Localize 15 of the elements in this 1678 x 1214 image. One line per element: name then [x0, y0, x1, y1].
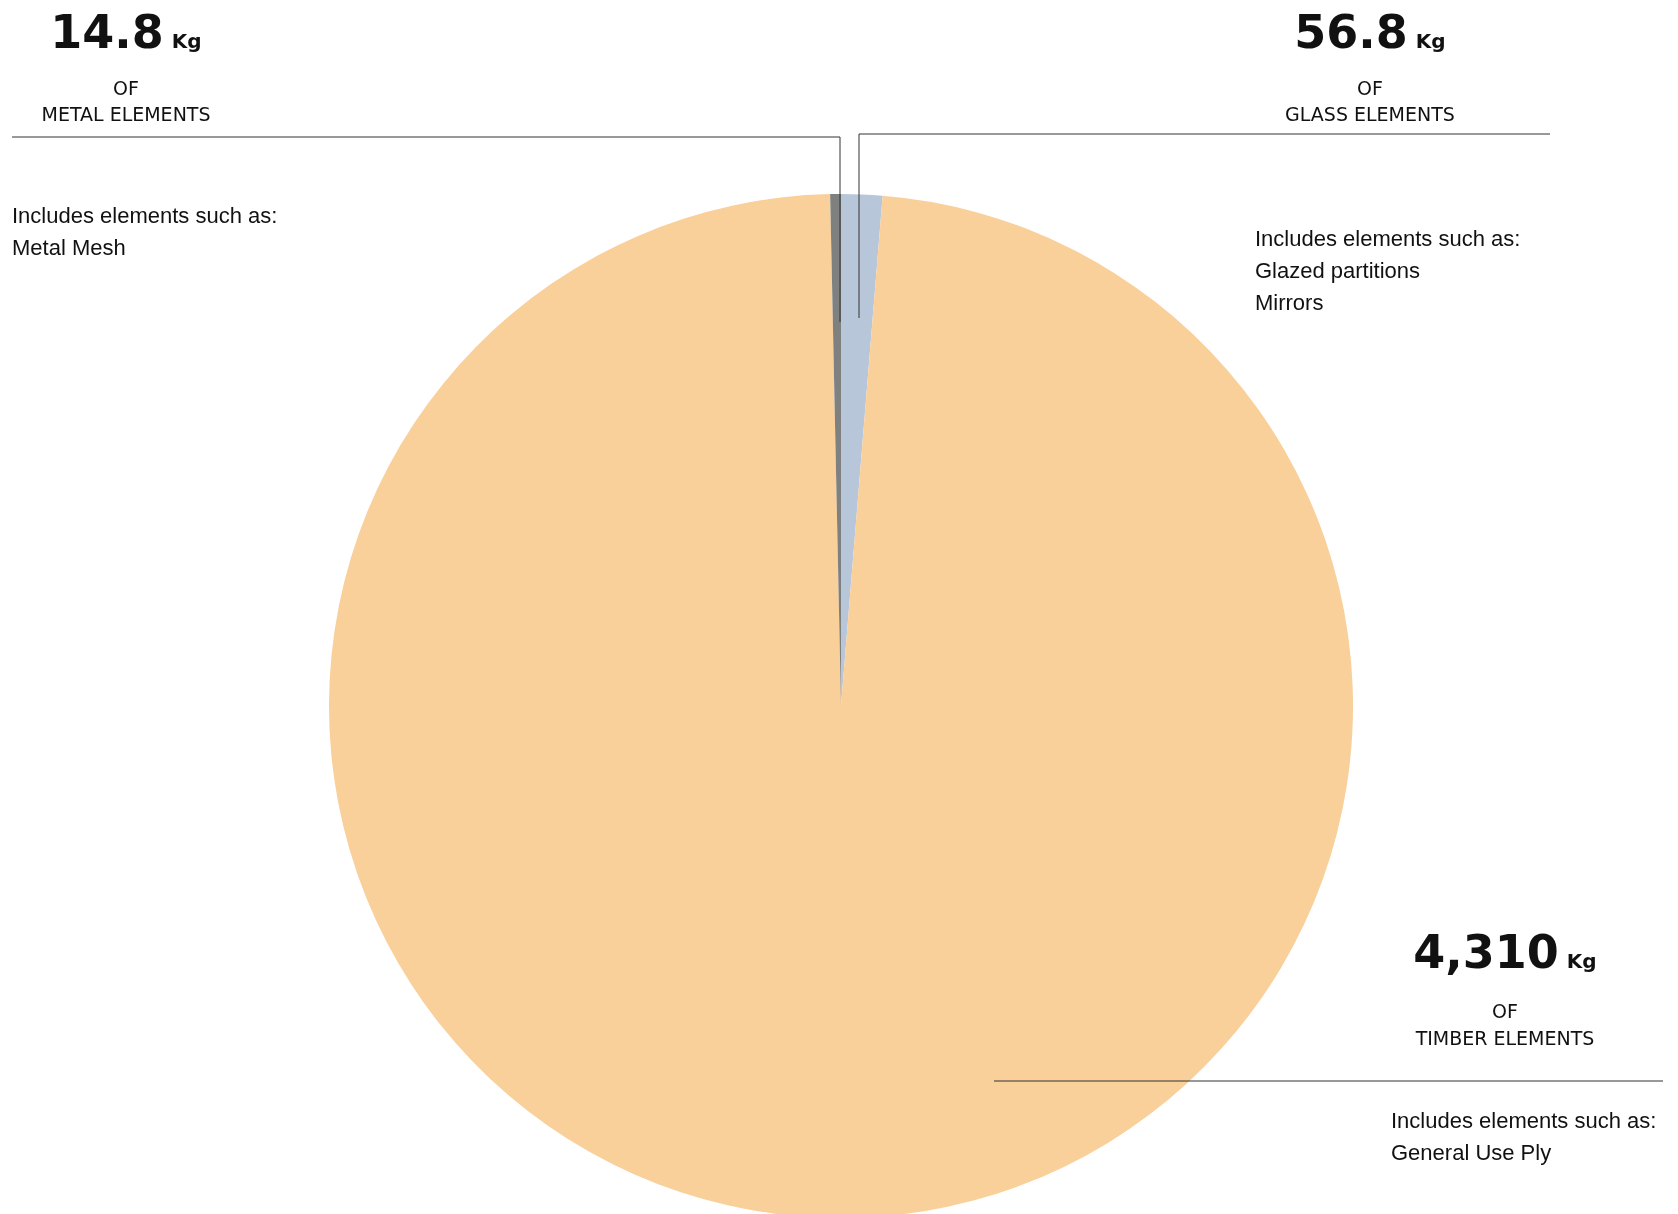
text: Includes elements such as: Glazed partitions Mirrors: [1255, 226, 1521, 315]
text: OF: [113, 77, 139, 99]
text: Kg: [1566, 949, 1597, 973]
slice-label: GLASS ELEMENTS: [1285, 103, 1455, 125]
text: OF: [1492, 1000, 1518, 1022]
data-label: 14.8: [50, 5, 164, 59]
data-label: 4,310: [1413, 925, 1559, 979]
text: OF: [1357, 77, 1383, 99]
slice-label: METAL ELEMENTS: [41, 103, 211, 125]
text: Includes elements such as: Metal Mesh: [12, 203, 278, 260]
text: Includes elements such as: General Use Ply: [1391, 1108, 1657, 1165]
data-label: 56.8: [1294, 5, 1408, 59]
text: Kg: [171, 29, 202, 53]
slice-label: TIMBER ELEMENTS: [1414, 1027, 1595, 1049]
text: Kg: [1415, 29, 1446, 53]
